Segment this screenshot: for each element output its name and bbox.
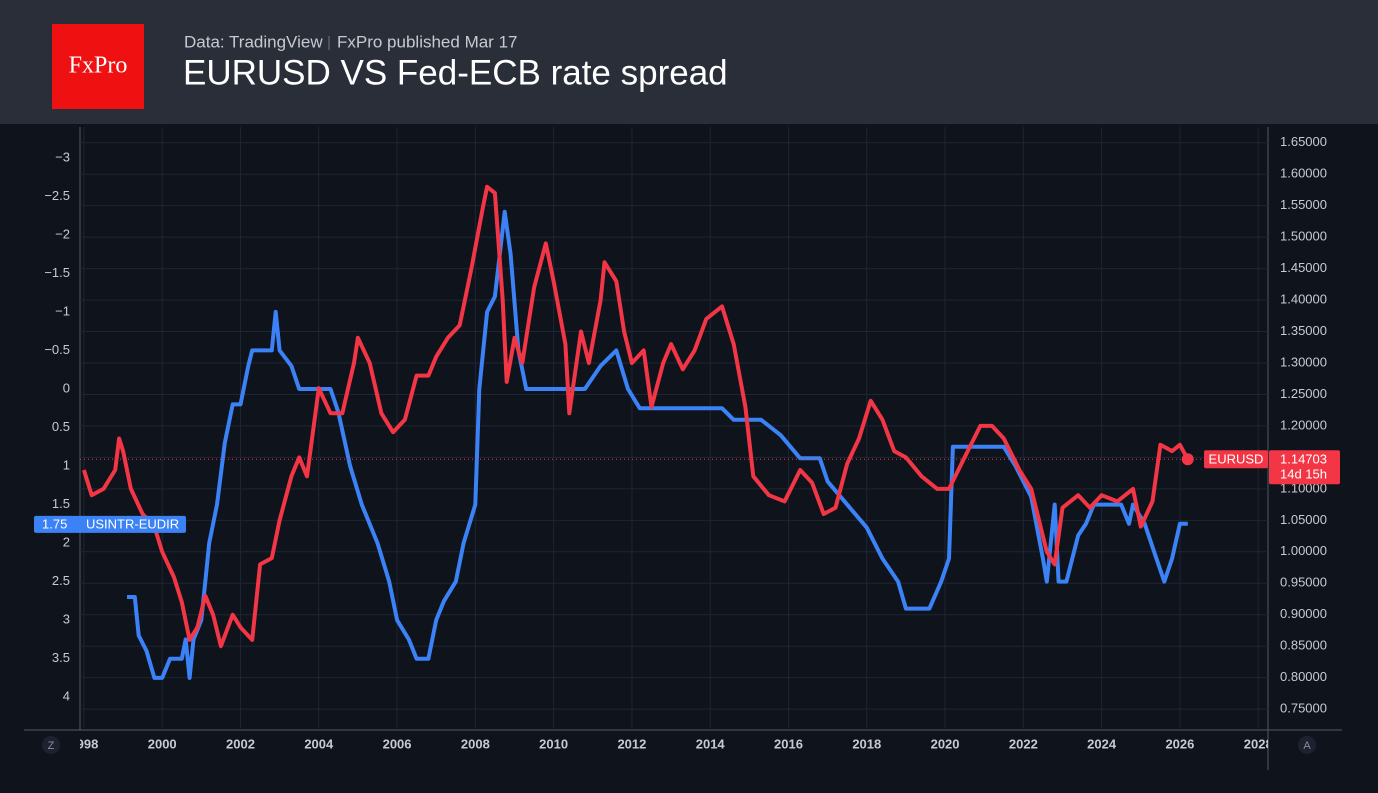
published: FxPro published Mar 17 [337,32,517,51]
y-tick-label: 1.5 [52,496,70,511]
chart-title: EURUSD VS Fed-ECB rate spread [183,53,728,92]
y-tick-label: −1.5 [44,265,70,280]
x-tick-label: 2002 [226,736,255,751]
x-tick-label: 2000 [148,736,177,751]
x-tick-label: 2014 [696,736,726,751]
logo-text: FxPro [69,53,128,79]
x-tick-label: 1998 [69,736,98,751]
control-button[interactable] [42,736,60,754]
logo [52,24,144,109]
x-tick-label: 2016 [774,736,803,751]
y-tick-label: −0.5 [44,342,70,357]
y2-tick-label: 1.05000 [1280,512,1327,527]
price-tag [1269,450,1340,485]
x-tick-label: 2008 [461,736,490,751]
series-line [81,184,1190,649]
y2-tick-label: 0.95000 [1280,575,1327,590]
y-tick-label: −1 [55,303,70,318]
y2-tick-label: 0.80000 [1280,669,1327,684]
price-label: 1.75 [42,516,67,531]
x-tick-label: 2026 [1165,736,1194,751]
y2-tick-label: 1.65000 [1280,134,1327,149]
y2-tick-label: 1.60000 [1280,166,1327,181]
y-tick-label: 0.5 [52,419,70,434]
series-name: EURUSD [1209,452,1264,467]
y-tick-label: 2.5 [52,573,70,588]
y-tick-label: −3 [55,149,70,164]
control-button[interactable] [1298,736,1316,754]
y-tick-label: 2 [63,535,70,550]
control-label[interactable]: Z [48,740,55,752]
y2-tick-label: 1.55000 [1280,197,1327,212]
y2-tick-label: 1.25000 [1280,386,1327,401]
x-tick-label: 2004 [304,736,334,751]
x-tick-label: 2022 [1009,736,1038,751]
y-tick-label: 4 [63,689,70,704]
x-tick-label: 2020 [931,736,960,751]
y2-tick-label: 1.40000 [1280,292,1327,307]
x-tick-label: 2006 [383,736,412,751]
countdown: 14d 15h [1280,467,1327,482]
y-tick-label: 0 [63,380,70,395]
x-tick-label: 2024 [1087,736,1117,751]
y2-tick-label: 1.45000 [1280,260,1327,275]
y-tick-label: −2.5 [44,188,70,203]
y-tick-label: 3.5 [52,650,70,665]
x-tick-label: 2018 [852,736,881,751]
y2-tick-label: 1.35000 [1280,323,1327,338]
y-tick-label: −2 [55,226,70,241]
y2-tick-label: 0.85000 [1280,638,1327,653]
y2-tick-label: 1.50000 [1280,229,1327,244]
header [0,0,1378,124]
y-tick-label: 1 [63,457,70,472]
name-tag [1204,450,1268,469]
control-label[interactable]: A [1303,740,1311,752]
price-tag [34,515,186,533]
x-tick-label: 2010 [539,736,568,751]
y2-tick-label: 1.30000 [1280,354,1327,369]
y2-tick-label: 1.00000 [1280,543,1327,558]
y2-tick-label: 0.90000 [1280,606,1327,621]
series-name: USINTR-EUDIR [86,516,179,531]
y2-tick-label: 1.20000 [1280,417,1327,432]
y2-tick-label: 0.75000 [1280,701,1327,716]
price-label: 1.14703 [1280,452,1327,467]
last-point [1181,453,1194,466]
source: Data: TradingView [184,32,323,51]
x-tick-label: 2028 [1244,736,1273,751]
y-tick-label: 3 [63,612,70,627]
x-tick-label: 2012 [617,736,646,751]
series-line [127,209,1188,680]
